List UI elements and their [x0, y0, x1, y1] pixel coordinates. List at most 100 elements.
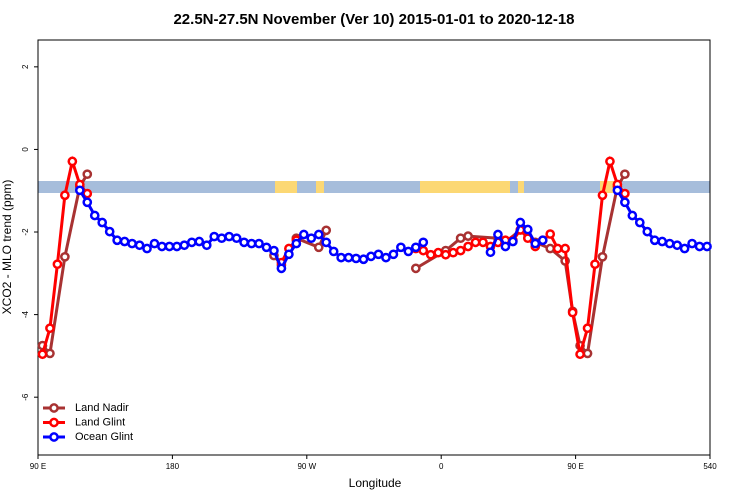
data-point: [664, 238, 675, 249]
data-point: [321, 225, 332, 236]
data-point: [343, 252, 354, 263]
data-point: [336, 252, 346, 263]
data-point: [45, 323, 55, 334]
data-point: [522, 224, 533, 235]
data-point: [620, 169, 630, 180]
surface-band: [38, 181, 710, 193]
land-band: [518, 181, 524, 193]
data-point: [306, 233, 317, 244]
data-point: [478, 237, 488, 248]
data-point: [657, 236, 668, 247]
data-point: [298, 229, 309, 240]
data-point: [567, 307, 578, 318]
data-point: [194, 236, 205, 247]
data-point: [60, 190, 70, 201]
data-point: [313, 229, 324, 240]
data-point: [149, 238, 160, 249]
legend-label: Ocean Glint: [75, 431, 133, 443]
data-point: [552, 243, 563, 254]
data-point: [582, 323, 593, 334]
data-point: [239, 237, 249, 248]
data-point: [157, 241, 167, 252]
data-point: [112, 235, 122, 246]
data-point: [313, 242, 324, 253]
data-point: [679, 243, 690, 254]
data-point: [694, 241, 705, 252]
data-point: [179, 240, 190, 251]
data-point: [403, 246, 414, 257]
data-point: [530, 238, 541, 249]
data-point: [358, 254, 369, 265]
data-point: [37, 349, 48, 360]
data-point: [321, 237, 332, 248]
data-point: [642, 226, 653, 237]
data-point: [164, 241, 175, 252]
data-point: [440, 249, 451, 260]
data-point: [455, 233, 466, 244]
data-point: [418, 237, 429, 248]
data-point: [634, 217, 645, 228]
data-point: [463, 231, 473, 241]
data-point: [231, 233, 242, 244]
data-point: [97, 217, 108, 228]
legend-marker: [49, 417, 59, 428]
data-point: [269, 245, 279, 256]
data-point: [351, 253, 361, 264]
data-point: [104, 226, 115, 237]
data-point: [702, 241, 712, 252]
data-point: [515, 217, 526, 228]
data-point: [209, 231, 220, 242]
x-axis-label: Longitude: [349, 476, 402, 490]
data-point: [284, 249, 294, 260]
data-point: [687, 238, 697, 249]
data-point: [52, 259, 63, 270]
data-point: [246, 238, 257, 249]
data-point: [620, 197, 630, 208]
x-tick-label: 0: [439, 462, 444, 471]
data-point: [455, 245, 466, 256]
y-tick-label: -2: [21, 228, 30, 236]
data-point: [433, 247, 444, 258]
data-point: [545, 243, 556, 254]
data-point: [537, 235, 548, 246]
data-point: [605, 156, 615, 167]
data-point: [590, 259, 600, 270]
data-point: [410, 263, 421, 274]
legend-label: Land Nadir: [75, 402, 129, 414]
y-axis-label: XCO2 - MLO trend (ppm): [0, 180, 14, 315]
data-point: [74, 185, 85, 196]
data-point: [142, 243, 152, 254]
data-point: [127, 238, 137, 249]
data-point: [396, 242, 406, 253]
data-point: [485, 247, 496, 258]
data-point: [291, 238, 302, 249]
x-tick-label: 90 E: [30, 462, 46, 471]
data-point: [366, 251, 376, 262]
land-band: [316, 181, 324, 193]
x-tick-label: 90 W: [297, 462, 316, 471]
land-band: [420, 181, 510, 193]
ocean-band: [38, 181, 710, 193]
data-point: [373, 249, 384, 260]
data-point: [82, 169, 93, 180]
land-band: [275, 181, 297, 193]
data-point: [82, 197, 93, 208]
data-point: [201, 240, 212, 251]
data-point: [493, 229, 503, 240]
y-tick-label: -4: [21, 311, 30, 319]
x-tick-label: 90 E: [567, 462, 583, 471]
data-point: [620, 188, 630, 199]
data-point: [649, 235, 660, 246]
data-point: [597, 190, 608, 201]
data-point: [186, 237, 197, 248]
legend-marker: [49, 432, 59, 442]
y-tick-label: 2: [21, 64, 30, 69]
data-point: [388, 249, 399, 260]
data-point: [500, 241, 511, 252]
data-point: [45, 348, 55, 359]
series-line: [41, 173, 627, 357]
data-point: [276, 263, 287, 274]
data-point: [575, 349, 585, 360]
data-point: [82, 188, 93, 199]
